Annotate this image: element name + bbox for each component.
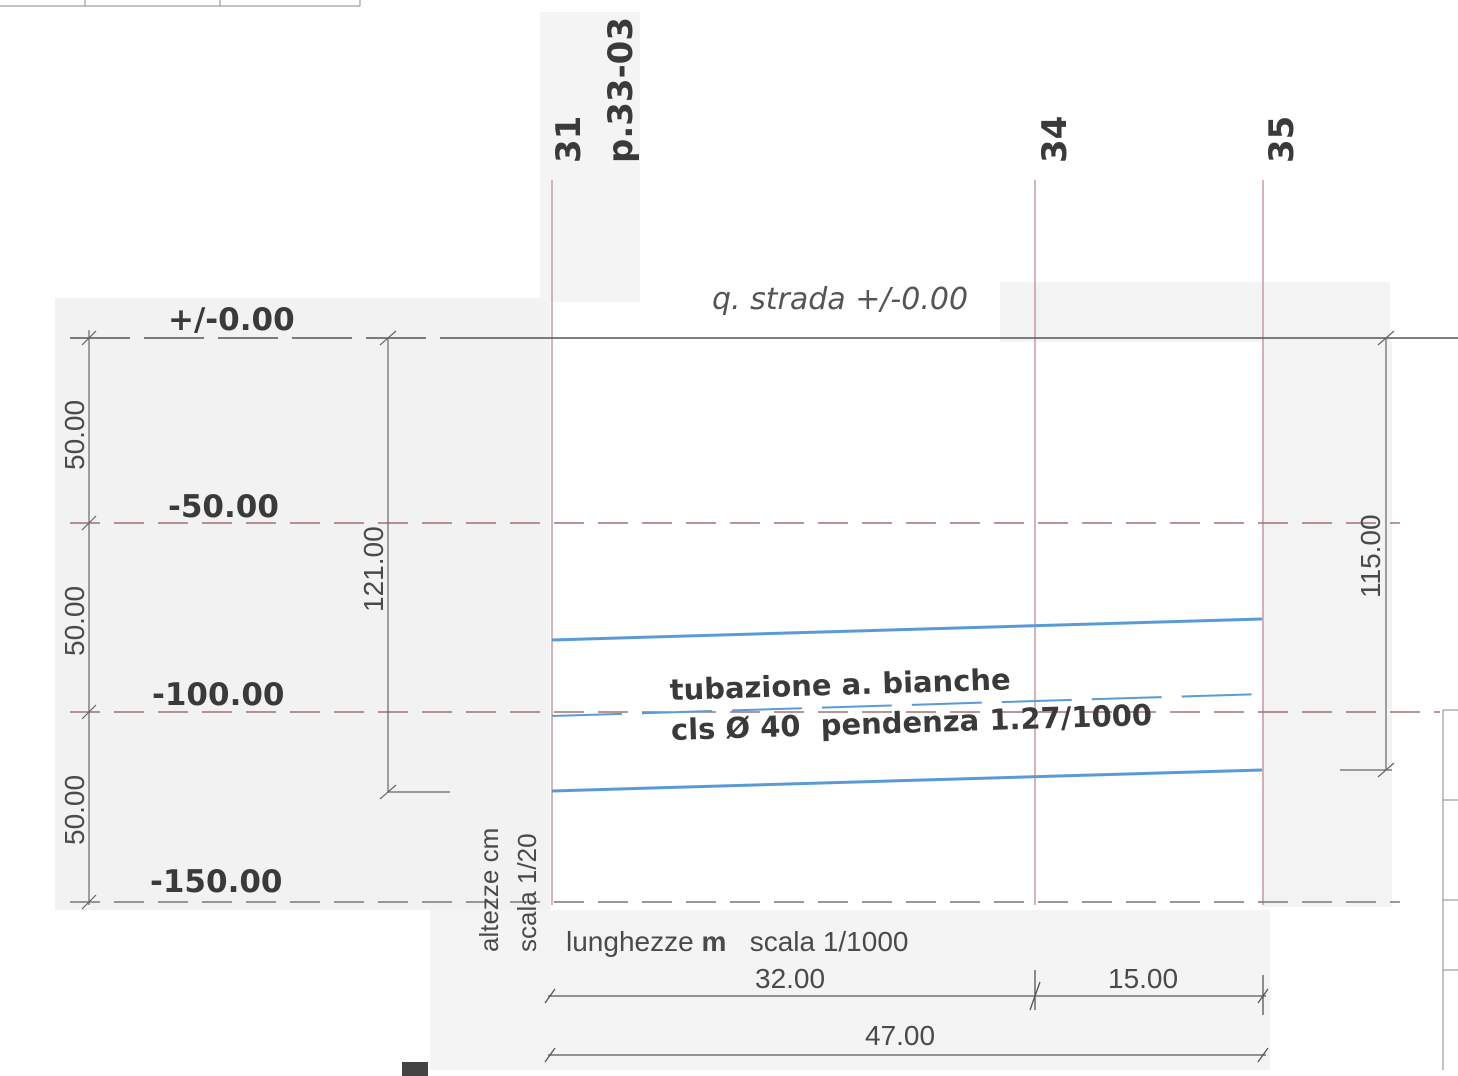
paper-shading [55,12,1392,1070]
pipe-bottom-line [551,768,1263,793]
section-label-34: 34 [1035,116,1075,163]
pipe-axis-line [551,693,1263,717]
interval-label-1: 50.00 [59,400,90,470]
depth-dimension-right [1340,330,1395,778]
length-scale-note: lunghezze m scala 1/1000 [566,926,908,957]
distance-label-2: 15.00 [1108,963,1178,994]
height-scale-ratio: scala 1/20 [512,833,542,952]
pipe-outline [551,617,1263,793]
depth-label-left: 121.00 [358,526,389,612]
section-plot-label: p.33-03 [601,17,641,163]
interval-label-2: 50.00 [59,586,90,656]
section-label-31: 31 [549,116,589,163]
length-scale-unit: m [701,926,726,957]
distance-label-1: 32.00 [755,963,825,994]
level-label-minus-50: -50.00 [168,489,279,525]
length-dimensions [544,970,1269,1063]
depth-dimension-left [379,330,450,800]
length-scale-label: lunghezze [566,926,694,957]
length-scale-ratio: scala 1/1000 [750,926,909,957]
street-level-label: q. strada +/-0.00 [712,282,968,317]
level-label-minus-150: -150.00 [150,864,283,900]
section-label-35: 35 [1262,116,1302,163]
height-scale-label: altezze cm [474,828,504,952]
pipe-top-line [551,617,1263,642]
depth-label-right: 115.00 [1355,514,1386,598]
left-dimension-chain [81,330,97,910]
level-label-minus-100: -100.00 [152,677,285,713]
level-label-0: +/-0.00 [168,302,295,338]
distance-label-total: 47.00 [865,1020,935,1051]
level-lines [70,522,1440,903]
section-lines [551,180,1264,905]
interval-label-3: 50.00 [59,775,90,845]
cropped-glyph [402,1062,428,1076]
